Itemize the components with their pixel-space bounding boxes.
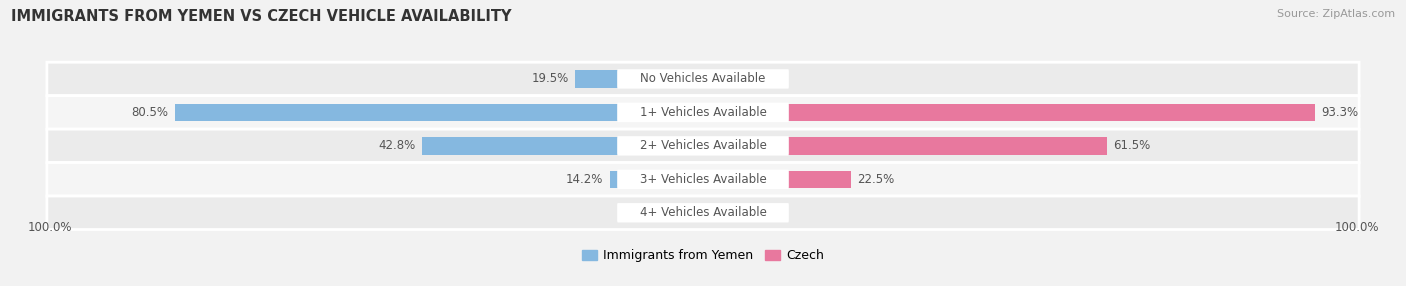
Text: 100.0%: 100.0% bbox=[1334, 221, 1379, 234]
Bar bbox=[422, 137, 703, 154]
Text: 22.5%: 22.5% bbox=[858, 173, 894, 186]
Text: 7.4%: 7.4% bbox=[758, 206, 787, 219]
Text: 61.5%: 61.5% bbox=[1114, 139, 1150, 152]
Text: 100.0%: 100.0% bbox=[27, 221, 72, 234]
Text: 3+ Vehicles Available: 3+ Vehicles Available bbox=[640, 173, 766, 186]
Text: Source: ZipAtlas.com: Source: ZipAtlas.com bbox=[1277, 9, 1395, 19]
FancyBboxPatch shape bbox=[46, 62, 1360, 96]
FancyBboxPatch shape bbox=[46, 162, 1360, 196]
FancyBboxPatch shape bbox=[46, 129, 1360, 162]
Bar bbox=[703, 137, 1107, 154]
Text: 1+ Vehicles Available: 1+ Vehicles Available bbox=[640, 106, 766, 119]
FancyBboxPatch shape bbox=[46, 96, 1360, 129]
Bar bbox=[703, 104, 1315, 121]
Bar bbox=[575, 70, 703, 88]
Bar bbox=[703, 70, 748, 88]
Bar bbox=[703, 204, 752, 221]
Text: 42.8%: 42.8% bbox=[378, 139, 416, 152]
FancyBboxPatch shape bbox=[617, 69, 789, 89]
Bar bbox=[174, 104, 703, 121]
Text: 6.9%: 6.9% bbox=[755, 72, 785, 86]
Text: No Vehicles Available: No Vehicles Available bbox=[640, 72, 766, 86]
Legend: Immigrants from Yemen, Czech: Immigrants from Yemen, Czech bbox=[576, 244, 830, 267]
Text: 4+ Vehicles Available: 4+ Vehicles Available bbox=[640, 206, 766, 219]
FancyBboxPatch shape bbox=[46, 196, 1360, 229]
Text: 19.5%: 19.5% bbox=[531, 72, 568, 86]
Bar bbox=[703, 171, 851, 188]
FancyBboxPatch shape bbox=[617, 203, 789, 223]
Text: IMMIGRANTS FROM YEMEN VS CZECH VEHICLE AVAILABILITY: IMMIGRANTS FROM YEMEN VS CZECH VEHICLE A… bbox=[11, 9, 512, 23]
Bar bbox=[673, 204, 703, 221]
FancyBboxPatch shape bbox=[617, 103, 789, 122]
FancyBboxPatch shape bbox=[617, 136, 789, 156]
Text: 93.3%: 93.3% bbox=[1322, 106, 1358, 119]
FancyBboxPatch shape bbox=[617, 170, 789, 189]
Text: 14.2%: 14.2% bbox=[565, 173, 603, 186]
Text: 80.5%: 80.5% bbox=[131, 106, 169, 119]
Text: 4.5%: 4.5% bbox=[637, 206, 666, 219]
Text: 2+ Vehicles Available: 2+ Vehicles Available bbox=[640, 139, 766, 152]
Bar bbox=[610, 171, 703, 188]
